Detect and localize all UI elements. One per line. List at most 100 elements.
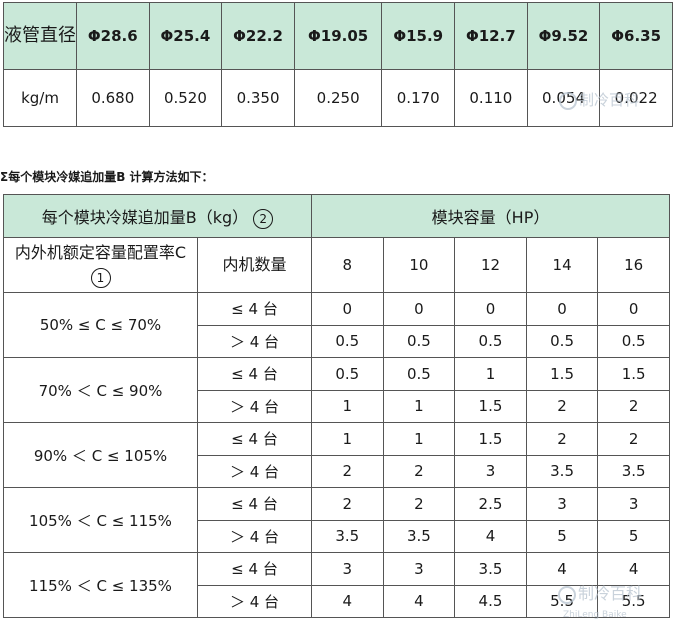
charge-value-cell: 0.5 xyxy=(597,324,670,358)
charge-value-cell: 3 xyxy=(525,487,599,521)
charge-value-cell: 2 xyxy=(382,454,456,488)
charge-value-cell: 2 xyxy=(311,487,384,521)
ratio-label-cell: 内外机额定容量配置率C 1 xyxy=(3,237,198,293)
charge-value-cell: 0.5 xyxy=(525,324,599,358)
charge-value-cell: 0.5 xyxy=(311,324,384,358)
charge-value-cell: 0.5 xyxy=(382,324,456,358)
charge-value-cell: 3.5 xyxy=(382,519,456,553)
ratio-range-cell: 70% ＜ C ≤ 90% xyxy=(3,357,198,423)
ratio-label: 内外机额定容量配置率C xyxy=(14,243,187,262)
capacity-cell: 10 xyxy=(382,237,456,293)
charge-value-cell: 0 xyxy=(382,292,456,326)
charge-value-cell: 4.5 xyxy=(454,584,527,618)
pipe-value-cell: 0.110 xyxy=(454,69,528,127)
indoor-count-cell: ≤ 4 台 xyxy=(197,422,312,456)
charge-value-cell: 0.5 xyxy=(382,357,456,391)
pipe-diameter-cell: Φ22.2 xyxy=(221,2,295,70)
charge-value-cell: 3 xyxy=(311,552,384,586)
pipe-value-cell: 0.350 xyxy=(221,69,295,127)
capacity-cell: 8 xyxy=(311,237,384,293)
ratio-range-cell: 115% ＜ C ≤ 135% xyxy=(3,552,198,618)
capacity-cell: 16 xyxy=(597,237,670,293)
pipe-diameter-cell: Φ12.7 xyxy=(454,2,528,70)
pipe-value-cell: 0.520 xyxy=(148,69,223,127)
charge-value-cell: 3.5 xyxy=(597,454,670,488)
indoor-count-cell: ＞ 4 台 xyxy=(197,389,312,423)
charge-value-cell: 1 xyxy=(454,357,527,391)
table-row: 70% ＜ C ≤ 90% ≤ 4 台 0.5 0.5 1 1.5 1.5 xyxy=(3,357,670,423)
table-row: 115% ＜ C ≤ 135% ≤ 4 台 3 3 3.5 4 4 xyxy=(3,552,670,618)
pipe-value-cell: 0.022 xyxy=(599,69,673,127)
capacity-cell: 12 xyxy=(454,237,527,293)
pipe-table-header-label: 液管直径 xyxy=(3,2,77,70)
indoor-count-cell: ＞ 4 台 xyxy=(197,584,312,618)
pipe-diameter-cell: Φ9.52 xyxy=(526,2,601,70)
pipe-diameter-cell: Φ6.35 xyxy=(599,2,673,70)
indoor-count-cell: ≤ 4 台 xyxy=(197,552,312,586)
charge-value-cell: 3.5 xyxy=(525,454,599,488)
charge-value-cell: 3 xyxy=(597,487,670,521)
charge-value-cell: 3 xyxy=(382,552,456,586)
module-table-body: 50% ≤ C ≤ 70% ≤ 4 台 0 0 0 0 0 ＞ 4 台 0.5 0.5 0.5 0.5… xyxy=(3,292,670,618)
charge-value-cell: 2 xyxy=(525,422,599,456)
circled-mark: 2 xyxy=(253,208,274,229)
charge-value-cell: 3.5 xyxy=(311,519,384,553)
watermark-bottom-small: ZhiLeng Baike xyxy=(563,610,627,620)
ratio-range-cell: 90% ＜ C ≤ 105% xyxy=(3,422,198,488)
indoor-count-label-cell: 内机数量 xyxy=(197,237,312,293)
charge-value-cell: 1 xyxy=(382,422,456,456)
charge-value-cell: 2 xyxy=(597,422,670,456)
pipe-table-header-row: 液管直径 Φ28.6 Φ25.4 Φ22.2 Φ19.05 Φ15.9 Φ12.… xyxy=(3,2,673,70)
indoor-count-cell: ≤ 4 台 xyxy=(197,292,312,326)
pipe-value-cell: 0.250 xyxy=(293,69,383,127)
table-row: ＞ 4 台 3.5 3.5 4 5 5 xyxy=(4,519,670,553)
charge-value-cell: 1.5 xyxy=(454,389,527,423)
charge-value-cell: 4 xyxy=(311,584,384,618)
watermark-logo-icon xyxy=(558,585,576,604)
charge-value-cell: 2.5 xyxy=(454,487,527,521)
indoor-count-cell: ＞ 4 台 xyxy=(197,454,312,488)
corner-title-cell: 每个模块冷媒追加量B（kg） 2 xyxy=(3,194,312,238)
watermark-top: 制冷百科 xyxy=(559,89,639,110)
charge-value-cell: 0 xyxy=(597,292,670,326)
module-table-title-row: 每个模块冷媒追加量B（kg） 2 模块容量（HP） xyxy=(3,194,670,238)
charge-value-cell: 0 xyxy=(454,292,527,326)
charge-value-cell: 1 xyxy=(382,389,456,423)
corner-title: 每个模块冷媒追加量B（kg） xyxy=(41,207,249,227)
pipe-value-cell: 0.170 xyxy=(381,69,456,127)
pipe-diameter-cell: Φ28.6 xyxy=(76,2,150,70)
section-caption: Σ每个模块冷媒追加量B 计算方法如下： xyxy=(0,170,214,184)
table-row: 90% ＜ C ≤ 105% ≤ 4 台 1 1 1.5 2 2 xyxy=(3,422,670,488)
pipe-weight-table: 液管直径 Φ28.6 Φ25.4 Φ22.2 Φ19.05 Φ15.9 Φ12.… xyxy=(3,2,673,127)
module-charge-table: 每个模块冷媒追加量B（kg） 2 模块容量（HP） 内外机额定容量配置率C 1 … xyxy=(3,194,670,618)
charge-value-cell: 0.5 xyxy=(311,357,384,391)
charge-value-cell: 4 xyxy=(525,552,599,586)
pipe-diameter-cell: Φ15.9 xyxy=(381,2,456,70)
charge-value-cell: 1 xyxy=(311,389,384,423)
pipe-unit-cell: kg/m xyxy=(3,69,77,127)
charge-value-cell: 0 xyxy=(311,292,384,326)
indoor-count-cell: ＞ 4 台 xyxy=(197,519,312,553)
charge-value-cell: 2 xyxy=(597,389,670,423)
charge-value-cell: 1.5 xyxy=(454,422,527,456)
charge-value-cell: 2 xyxy=(525,389,599,423)
pipe-diameter-cell: Φ25.4 xyxy=(148,2,223,70)
charge-value-cell: 1 xyxy=(311,422,384,456)
charge-value-cell: 5.5 xyxy=(597,584,670,618)
ratio-range-cell: 50% ≤ C ≤ 70% xyxy=(3,292,198,358)
table-row: 105% ＜ C ≤ 115% ≤ 4 台 2 2 2.5 3 3 xyxy=(3,487,670,553)
capacity-title-cell: 模块容量（HP） xyxy=(311,194,670,238)
charge-value-cell: 3 xyxy=(454,454,527,488)
indoor-count-cell: ≤ 4 台 xyxy=(197,357,312,391)
charge-value-cell: 4 xyxy=(454,519,527,553)
watermark-logo-icon xyxy=(559,91,577,110)
watermark-bottom: 制冷百科 xyxy=(558,580,642,604)
pipe-diameter-cell: Φ19.05 xyxy=(293,2,383,70)
charge-value-cell: 4 xyxy=(382,584,456,618)
charge-value-cell: 3.5 xyxy=(454,552,527,586)
circled-mark: 1 xyxy=(90,268,111,288)
charge-value-cell: 2 xyxy=(311,454,384,488)
ratio-range-cell: 105% ＜ C ≤ 115% xyxy=(3,487,198,553)
indoor-count-cell: ≤ 4 台 xyxy=(197,487,312,521)
charge-value-cell: 2 xyxy=(382,487,456,521)
